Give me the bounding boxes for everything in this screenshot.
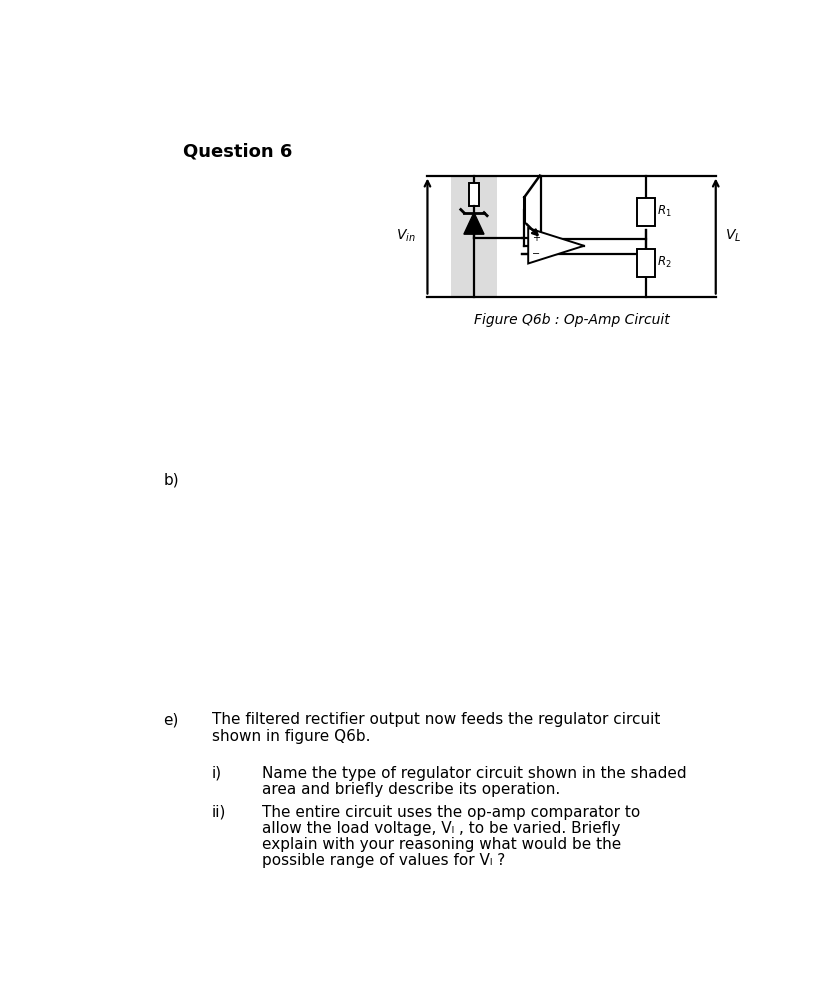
- Text: area and briefly describe its operation.: area and briefly describe its operation.: [262, 782, 560, 797]
- Text: V$_{L}$: V$_{L}$: [724, 227, 741, 244]
- Bar: [637, 249, 653, 277]
- Text: possible range of values for Vₗ ?: possible range of values for Vₗ ?: [262, 854, 505, 868]
- Text: −: −: [531, 248, 539, 258]
- Text: e): e): [163, 712, 179, 727]
- Polygon shape: [528, 228, 583, 263]
- Text: i): i): [212, 765, 222, 780]
- Text: ii): ii): [212, 804, 226, 820]
- Bar: [450, 176, 496, 297]
- Text: R$_1$: R$_1$: [656, 205, 671, 220]
- Text: The filtered rectifier output now feeds the regulator circuit: The filtered rectifier output now feeds …: [212, 712, 660, 727]
- Text: The entire circuit uses the op-amp comparator to: The entire circuit uses the op-amp compa…: [262, 804, 640, 820]
- Text: R$_2$: R$_2$: [656, 255, 671, 270]
- Text: Figure Q6b : Op-Amp Circuit: Figure Q6b : Op-Amp Circuit: [473, 314, 669, 327]
- Text: +: +: [531, 233, 539, 243]
- Polygon shape: [463, 213, 484, 234]
- Text: allow the load voltage, Vₗ , to be varied. Briefly: allow the load voltage, Vₗ , to be varie…: [262, 821, 620, 836]
- Text: V$_{in}$: V$_{in}$: [395, 227, 415, 244]
- Bar: [637, 198, 653, 225]
- Text: b): b): [163, 472, 179, 488]
- Text: shown in figure Q6b.: shown in figure Q6b.: [212, 729, 370, 744]
- Text: Question 6: Question 6: [182, 142, 292, 160]
- Bar: [468, 183, 479, 207]
- Text: Name the type of regulator circuit shown in the shaded: Name the type of regulator circuit shown…: [262, 765, 686, 780]
- Text: explain with your reasoning what would be the: explain with your reasoning what would b…: [262, 837, 621, 852]
